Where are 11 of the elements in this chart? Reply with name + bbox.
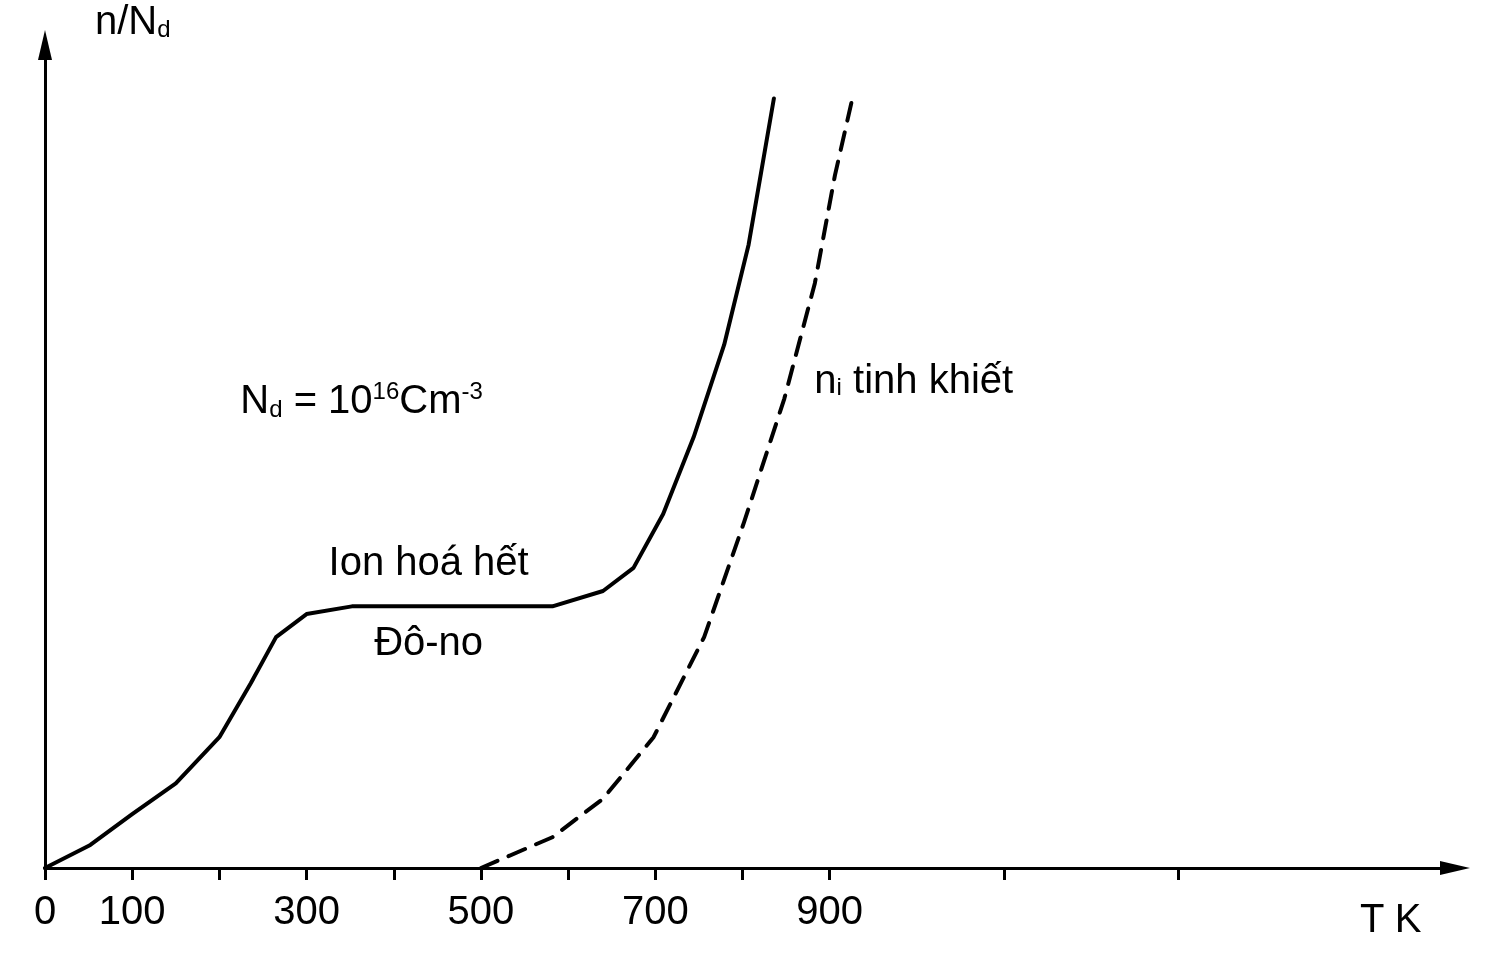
x-tick-label: 900 — [796, 888, 864, 932]
x-tick-label: 300 — [273, 888, 340, 932]
x-tick-label: 700 — [621, 888, 689, 932]
x-tick-label: 100 — [98, 888, 166, 932]
x-axis-title: T K — [1360, 896, 1422, 940]
series-label: ni tinh khiết — [814, 356, 1014, 401]
annotation: Đô-no — [374, 619, 484, 664]
x-tick-label: 500 — [447, 888, 515, 932]
x-tick-label: 0 — [33, 888, 57, 932]
y-axis-title: n/Nd — [95, 0, 171, 42]
annotation: Ion hoá hết — [328, 539, 529, 584]
